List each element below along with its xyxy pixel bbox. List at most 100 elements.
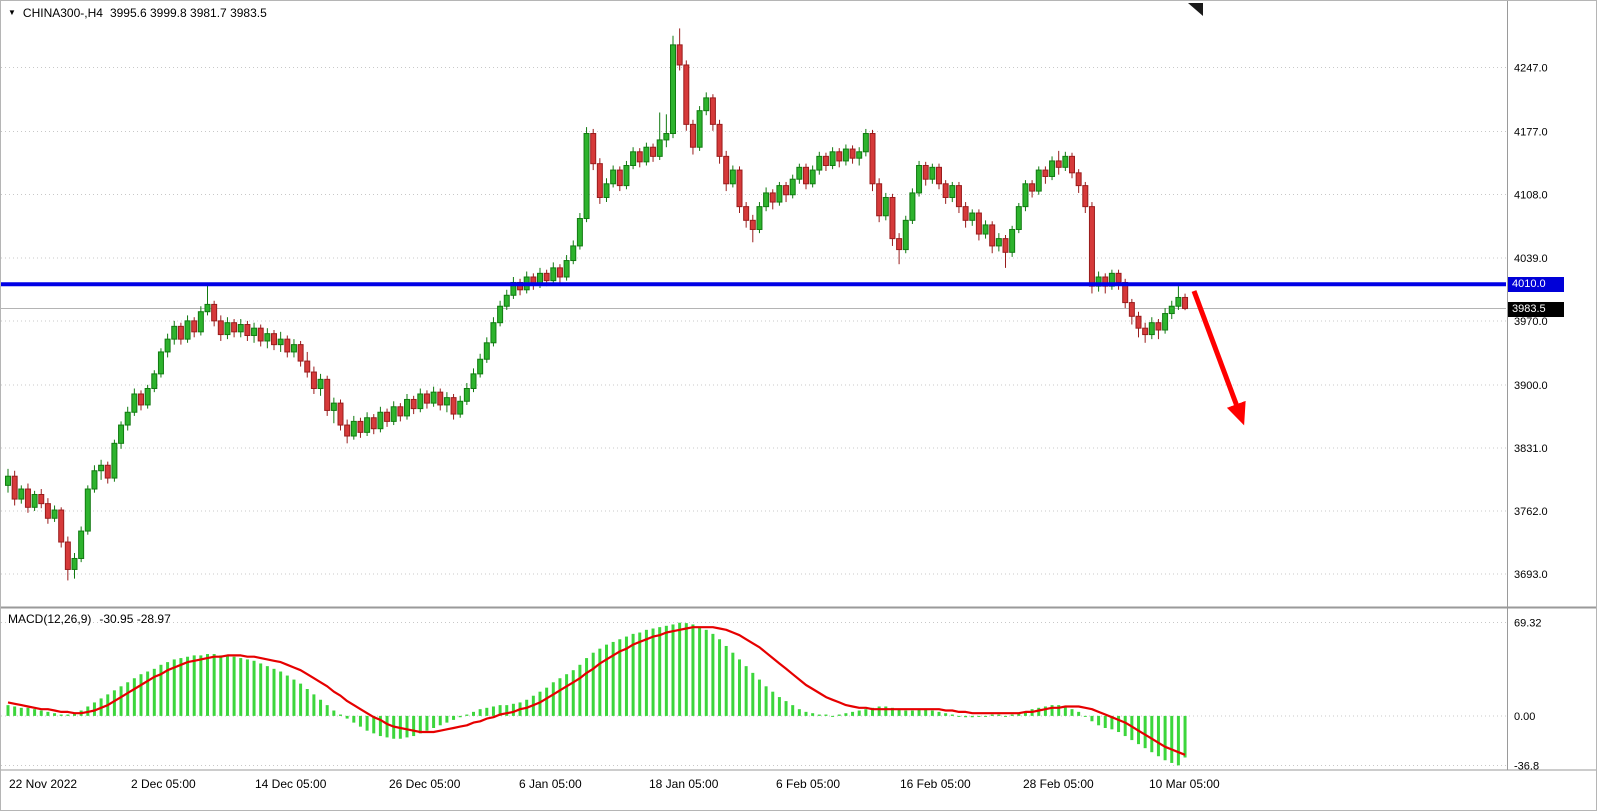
price-axis-area[interactable] — [1507, 1, 1596, 770]
chart-shift-marker[interactable] — [1188, 3, 1203, 16]
candle-body — [803, 166, 809, 185]
candle-body — [257, 327, 264, 342]
down-trend-arrow[interactable] — [1191, 290, 1246, 426]
candle-body — [1055, 160, 1062, 168]
macd-histogram-bar — [265, 666, 269, 716]
macd-histogram-bar — [631, 633, 635, 716]
candle-body — [663, 133, 670, 141]
candle-body — [916, 165, 923, 194]
price-tick-label: 4247.0 — [1514, 63, 1548, 75]
candle-body — [443, 397, 450, 406]
candle-body — [816, 155, 823, 171]
candle-body — [1022, 183, 1029, 208]
macd-histogram-bar — [964, 715, 968, 718]
candle-body — [503, 294, 510, 307]
price-tick-label: 4039.0 — [1514, 253, 1548, 265]
candle-body — [310, 371, 317, 389]
candle-body — [1182, 296, 1189, 310]
time-label: 6 Jan 05:00 — [519, 777, 582, 791]
candle-body — [490, 322, 497, 344]
macd-histogram-bar — [199, 655, 203, 716]
candle-body — [989, 224, 996, 247]
macd-histogram-bar — [578, 664, 582, 716]
macd-histogram-bar — [724, 645, 728, 716]
price-tick-label: 3693.0 — [1514, 569, 1548, 581]
macd-histogram-bar — [711, 633, 715, 716]
macd-histogram-bar — [1057, 705, 1061, 716]
macd-histogram-bar — [871, 707, 874, 716]
candle-body — [776, 185, 783, 203]
candle-body — [124, 411, 131, 426]
candle-body — [317, 378, 324, 389]
macd-histogram-bar — [990, 714, 994, 716]
candle-body — [297, 344, 304, 362]
macd-histogram-bar — [791, 705, 795, 716]
macd-histogram-bar — [644, 629, 648, 716]
macd-histogram-bar — [837, 714, 841, 716]
candle-body — [5, 475, 11, 486]
macd-histogram-bar — [884, 706, 888, 716]
macd-histogram-bar — [904, 710, 908, 716]
macd-histogram-bar — [491, 706, 495, 716]
candle-body — [437, 391, 444, 406]
macd-histogram-bar — [545, 687, 549, 716]
horizontal-line-price-tag: 4010.0 — [1508, 277, 1564, 292]
macd-histogram-bar — [1043, 706, 1047, 716]
candle-body — [38, 494, 45, 505]
macd-histogram-bar — [1037, 707, 1041, 716]
panel-splitter[interactable] — [1, 606, 1596, 609]
macd-histogram-bar — [890, 707, 894, 716]
candle-body — [284, 338, 291, 353]
candle-body — [290, 344, 297, 353]
candle-body — [144, 387, 151, 406]
candle-body — [590, 133, 597, 165]
candle-body — [184, 320, 191, 340]
macd-histogram-bar — [186, 656, 190, 716]
candle-body — [370, 417, 377, 430]
macd-histogram-bar — [844, 713, 848, 716]
price-axis-separator — [1507, 1, 1508, 770]
candle-body — [71, 557, 78, 570]
candle-body — [364, 417, 371, 433]
macd-histogram-bar — [166, 662, 170, 716]
candle-body — [955, 185, 962, 208]
macd-histogram-bar — [412, 715, 416, 737]
symbol-dropdown-icon[interactable]: ▼ — [8, 8, 16, 17]
candle-body — [430, 391, 437, 404]
macd-histogram-bar — [312, 694, 316, 716]
macd-histogram-bar — [565, 674, 569, 716]
macd-histogram-bar — [59, 714, 63, 716]
macd-histogram-bar — [1097, 715, 1101, 726]
macd-histogram-bar — [1123, 715, 1127, 737]
candle-body — [623, 165, 630, 187]
candle-body — [1088, 206, 1095, 287]
macd-histogram-bar — [33, 709, 37, 716]
time-axis-area[interactable] — [1, 770, 1596, 810]
macd-histogram-bar — [378, 715, 382, 737]
macd-histogram-bar — [771, 691, 775, 716]
candle-body — [330, 402, 337, 411]
macd-histogram-bar — [664, 625, 668, 716]
macd-histogram-bar — [957, 715, 961, 717]
macd-histogram-bar — [438, 715, 442, 726]
macd-histogram-bar — [478, 709, 482, 716]
macd-histogram-bar — [445, 715, 449, 723]
candle-body — [157, 351, 164, 375]
candle-body — [84, 488, 91, 532]
macd-histogram-bar — [405, 715, 409, 738]
macd-histogram-bar — [299, 683, 303, 716]
macd-histogram-bar — [851, 711, 855, 716]
time-label: 2 Dec 05:00 — [131, 777, 196, 791]
candle-body — [131, 393, 138, 413]
candle-body — [1035, 169, 1042, 192]
macd-histogram-bar — [285, 675, 289, 716]
candle-body — [377, 411, 384, 430]
time-label: 16 Feb 05:00 — [900, 777, 971, 791]
candle-body — [450, 397, 457, 415]
macd-histogram-bar — [917, 709, 921, 716]
candle-body — [78, 530, 85, 559]
macd-histogram-bar — [605, 644, 608, 716]
candle-body — [224, 322, 231, 336]
candle-body — [736, 169, 743, 208]
